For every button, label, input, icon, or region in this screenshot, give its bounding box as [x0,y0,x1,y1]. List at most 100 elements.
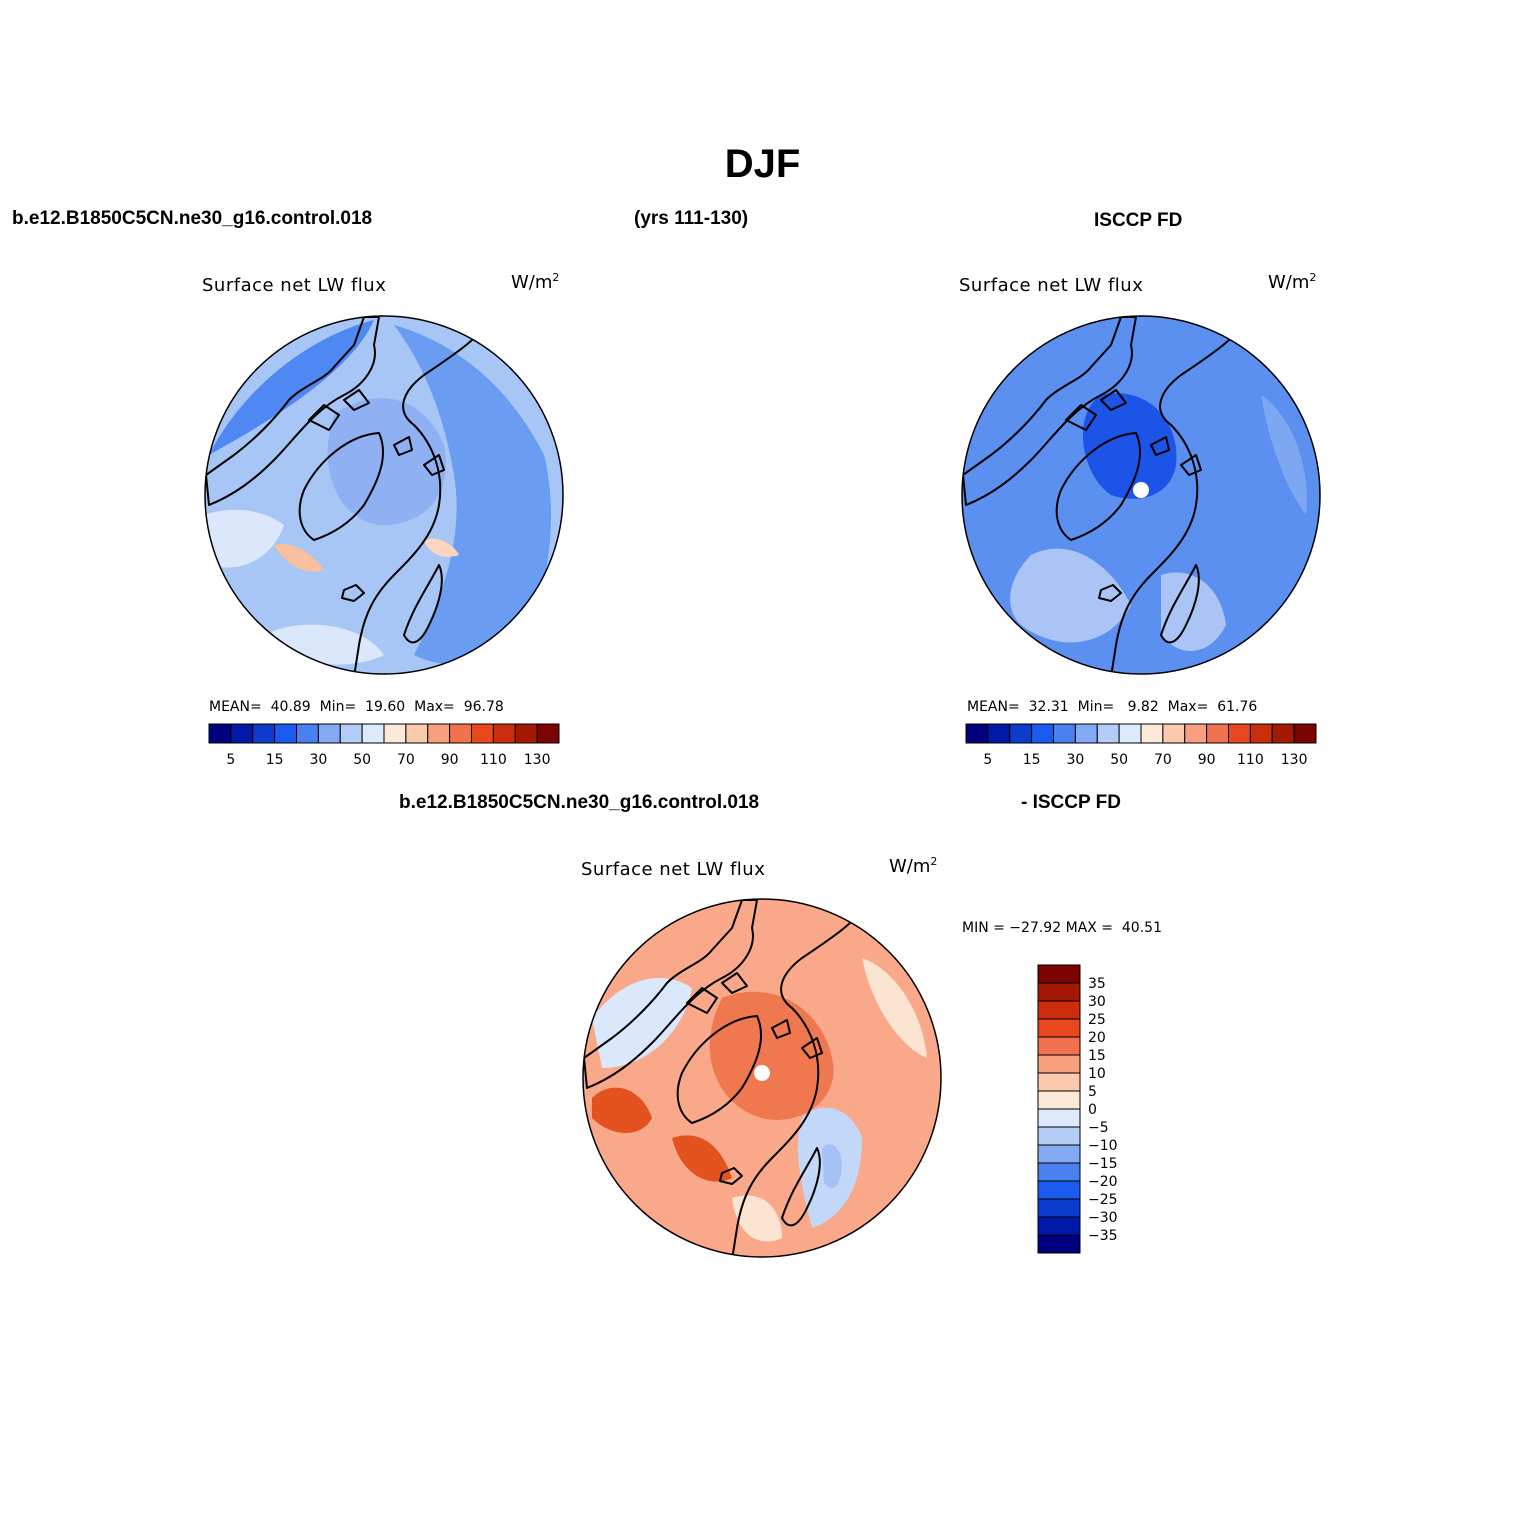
coastline-greenland [1055,432,1141,541]
coastline-scandinavia [403,564,443,644]
colorbar-label: 30 [1066,752,1084,768]
colorbar-label: −5 [1088,1120,1109,1136]
colorbar-label: 90 [441,752,459,768]
colorbar-box [1271,723,1295,744]
colorbar-label: 15 [266,752,284,768]
field-contour [592,1087,652,1133]
colorbar-box [1037,1180,1081,1200]
coastline-greenland [676,1015,762,1124]
colorbar-box [492,723,516,744]
field-contour [424,538,459,557]
colorbar-box [1037,1144,1081,1164]
field-contour [754,1065,770,1081]
colorbar-box [1249,723,1273,744]
colorbar-label: −20 [1088,1174,1118,1190]
panel-obs-units: W/m2 [1268,271,1317,293]
colorbar-label: 110 [480,752,507,768]
diff-case-header: b.e12.B1850C5CN.ne30_g16.control.018 [399,792,760,813]
colorbar-box [296,723,319,744]
map-obs [961,315,1321,675]
colorbar-box [427,723,451,744]
colorbar-box [1037,1000,1081,1020]
coastline-iceland [1098,584,1122,602]
field-contour [209,320,374,455]
field-contour [494,335,529,356]
colorbar-box [317,723,341,744]
colorbar-box [1053,723,1076,744]
panel-diff-units: W/m2 [889,855,938,877]
coastline-scandinavia [781,1147,821,1227]
colorbar-label: 5 [226,752,235,768]
map-border [961,315,1321,675]
field-contour [394,325,552,666]
panel-obs-stats: MEAN= 32.31 Min= 9.82 Max= 61.76 [967,699,1258,715]
coastline-northAmerica [205,316,380,506]
colorbar-label: 15 [1088,1048,1106,1064]
colorbar-label: 130 [1281,752,1308,768]
map-border [204,315,564,675]
colorbar-box [1037,1108,1081,1128]
colorbar-label: 5 [1088,1084,1097,1100]
colorbar-box [449,723,472,744]
colorbar-box [1037,1198,1081,1218]
coastline-islands [1065,389,1202,476]
colorbar-label: 5 [983,752,992,768]
colorbar-box [361,723,385,744]
map-diff [582,898,942,1258]
colorbar-box [1206,723,1229,744]
field-contour [822,1144,842,1188]
colorbar-label: 10 [1088,1066,1106,1082]
colorbar-box [1009,723,1033,744]
colorbar-box [252,723,276,744]
diff-obs-header: - ISCCP FD [1021,792,1121,813]
colorbar-label: 70 [1154,752,1172,768]
field-contour [1010,548,1131,643]
panel-model-units: W/m2 [511,271,560,293]
colorbar-box [1074,723,1098,744]
field-contour [274,544,324,572]
field-contour [205,509,284,568]
field-contour [1161,572,1226,652]
colorbar-label: 110 [1237,752,1264,768]
colorbar-box [1037,964,1081,984]
colorbar-box [1037,1126,1081,1146]
colorbar-obs: 5 15 30 50 70 90 110 130 [965,723,1317,768]
colorbar-box [965,723,989,744]
map-border [582,898,942,1258]
colorbar-model: 5 15 30 50 70 90 110 130 [208,723,560,768]
colorbar-label: 90 [1198,752,1216,768]
colorbar-box [1031,723,1054,744]
colorbar-label: 30 [309,752,327,768]
figure-title: DJF [724,142,801,186]
colorbar-label: 50 [353,752,371,768]
colorbar-box [987,723,1011,744]
colorbar-box [1037,1162,1081,1182]
coastline-scandinavia [1160,564,1200,644]
colorbar-box [339,723,363,744]
colorbar-box [208,723,232,744]
colorbar-box [1037,982,1081,1002]
colorbar-diff: 35 30 25 20 15 10 5 0 −5 −10 −15 −20 −25 −30 −35 [1037,964,1118,1254]
coastline-northAmerica [583,899,758,1089]
colorbar-label: 30 [1088,994,1106,1010]
field-contour [1082,393,1177,499]
colorbar-box [1037,1054,1081,1074]
colorbar-box [514,723,538,744]
colorbar-label: 70 [397,752,415,768]
colorbar-box [383,723,407,744]
colorbar-label: 0 [1088,1102,1097,1118]
field-contour [732,1195,782,1242]
colorbar-box [1037,1090,1081,1110]
colorbar-box [1293,723,1317,744]
colorbar-box [536,723,560,744]
colorbar-label: 130 [524,752,551,768]
field-contour [1133,482,1149,498]
colorbar-box [1096,723,1120,744]
colorbar-box [1037,1072,1081,1092]
colorbar-label: −15 [1088,1156,1118,1172]
coastline-islands [308,389,445,476]
colorbar-label: −25 [1088,1192,1118,1208]
colorbar-box [1140,723,1164,744]
colorbar-box [405,723,429,744]
colorbar-box [1162,723,1186,744]
